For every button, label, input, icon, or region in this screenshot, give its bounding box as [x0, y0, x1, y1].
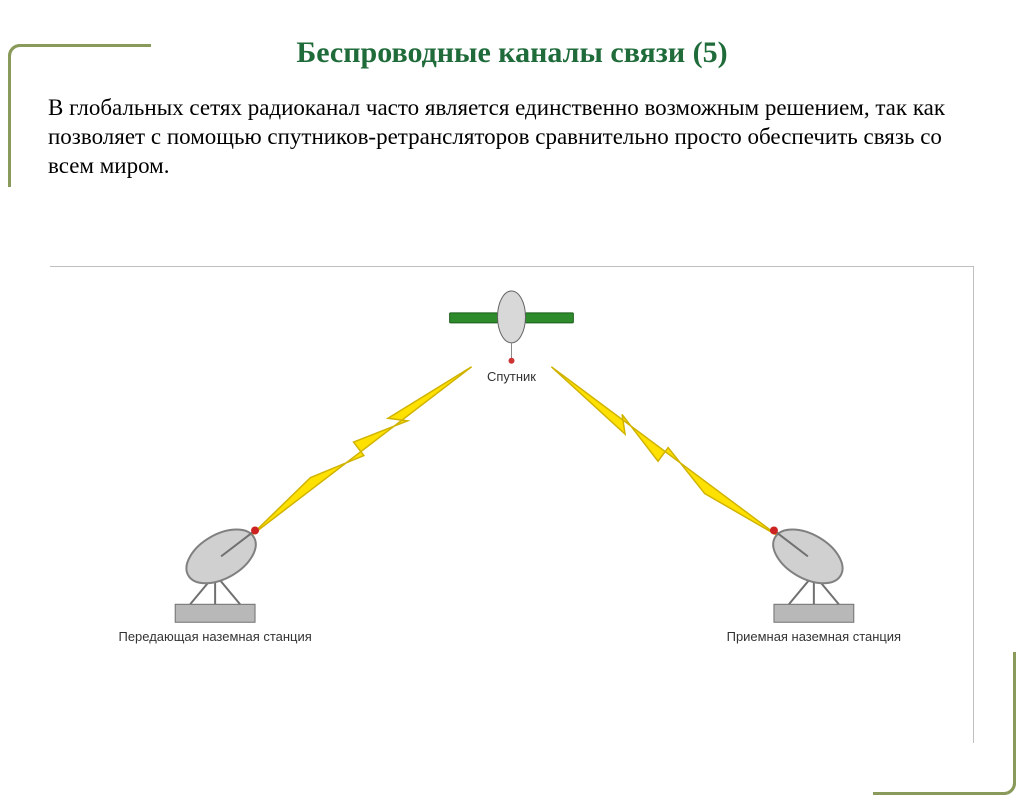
body-paragraph: В глобальных сетях радиоканал часто явля… — [48, 94, 976, 180]
bolt-right-icon — [551, 367, 779, 537]
frame-corner-br — [873, 778, 1016, 795]
frame-corner-tl — [8, 44, 151, 61]
receive-station-label: Приемная наземная станция — [727, 629, 901, 644]
receive-station-icon — [764, 518, 854, 622]
satellite-diagram: Спутник Передающая наземная станция Прие… — [50, 266, 974, 743]
page-title: Беспроводные каналы связи (5) — [0, 36, 1024, 70]
satellite-label: Спутник — [487, 369, 536, 384]
satellite-icon — [450, 291, 574, 364]
satellite-diagram-svg: Спутник Передающая наземная станция Прие… — [50, 267, 973, 743]
frame-corner-br-v — [999, 652, 1016, 795]
transmit-station-icon — [175, 518, 265, 622]
bolt-left-icon — [250, 367, 472, 537]
frame-corner-tl-v — [8, 44, 25, 187]
transmit-station-label: Передающая наземная станция — [119, 629, 312, 644]
